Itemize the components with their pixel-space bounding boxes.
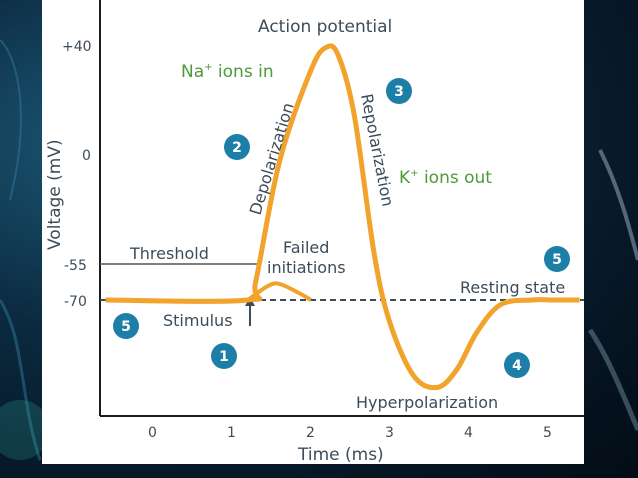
x-tick-2: 2 xyxy=(306,425,315,441)
badge-5-left: 5 xyxy=(113,313,139,339)
svg-text:5: 5 xyxy=(552,252,562,268)
svg-text:1: 1 xyxy=(219,349,229,365)
x-axis-label: Time (ms) xyxy=(297,445,384,465)
x-tick-0: 0 xyxy=(148,425,157,441)
badge-5-right: 5 xyxy=(544,246,570,272)
y-tick-neg70: -70 xyxy=(64,294,87,310)
stimulus-label: Stimulus xyxy=(163,311,233,330)
y-axis-label: Voltage (mV) xyxy=(45,139,65,250)
x-tick-4: 4 xyxy=(464,425,473,441)
resting-state-label: Resting state xyxy=(460,278,565,297)
failed-label-line2: initiations xyxy=(267,258,346,277)
failed-initiations-curve xyxy=(246,281,312,302)
threshold-label: Threshold xyxy=(129,244,209,263)
svg-text:5: 5 xyxy=(121,319,131,335)
hyperpolarization-label: Hyperpolarization xyxy=(356,393,498,412)
na-ions-label: Na+ ions in xyxy=(181,62,274,82)
x-tick-3: 3 xyxy=(385,425,394,441)
svg-text:4: 4 xyxy=(512,358,522,374)
svg-text:3: 3 xyxy=(394,84,404,100)
chart-title: Action potential xyxy=(258,17,392,37)
action-potential-curve xyxy=(105,43,580,391)
badge-3: 3 xyxy=(386,78,412,104)
badge-2: 2 xyxy=(224,134,250,160)
badge-1: 1 xyxy=(211,343,237,369)
y-tick-neg55: -55 xyxy=(64,258,87,274)
svg-text:2: 2 xyxy=(232,140,242,156)
badge-4: 4 xyxy=(504,352,530,378)
x-tick-1: 1 xyxy=(227,425,236,441)
y-tick-0: 0 xyxy=(82,148,91,164)
k-ions-label: K+ ions out xyxy=(399,168,492,188)
diagram-panel xyxy=(42,0,584,464)
x-tick-5: 5 xyxy=(543,425,552,441)
y-tick-40: +40 xyxy=(62,39,92,55)
failed-label-line1: Failed xyxy=(283,238,329,257)
